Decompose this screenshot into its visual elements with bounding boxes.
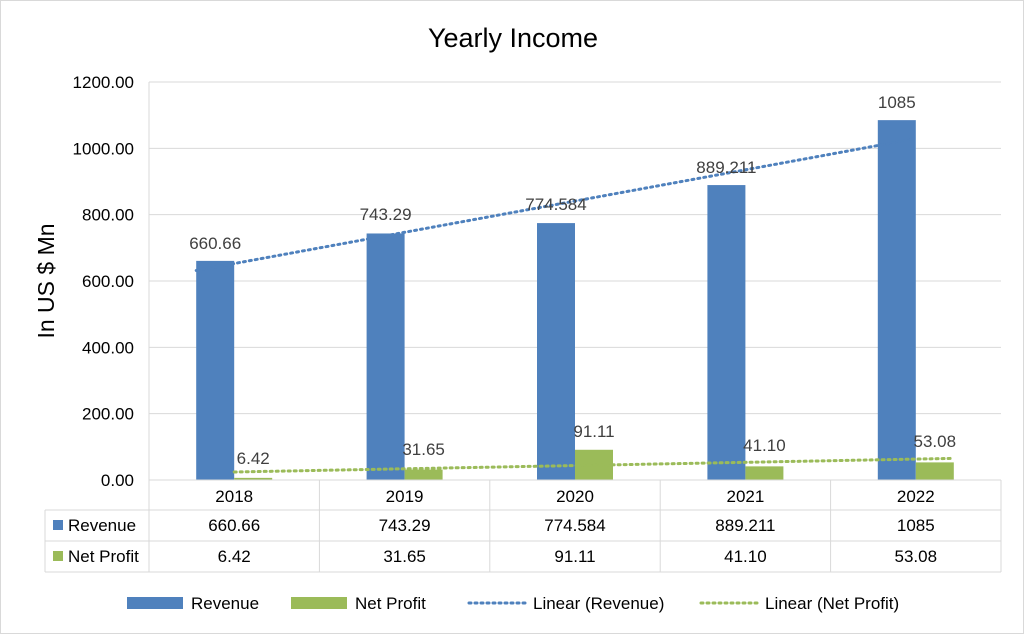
y-tick-label: 400.00 — [82, 338, 134, 357]
table-cell: 774.584 — [544, 516, 605, 535]
revenue-trendline — [194, 137, 918, 273]
table-cell: 1085 — [897, 516, 935, 535]
x-tick-label: 2020 — [556, 487, 594, 506]
revenue-data-label: 660.66 — [189, 234, 241, 253]
legend-net-profit-key — [291, 597, 347, 609]
net-profit-data-label: 31.65 — [402, 440, 445, 459]
legend-revenue-label: Revenue — [191, 594, 259, 613]
x-tick-label: 2018 — [215, 487, 253, 506]
net-profit-data-label: 91.11 — [573, 422, 614, 441]
net-profit-data-label: 41.10 — [743, 436, 786, 455]
revenue-bar — [707, 185, 746, 480]
y-tick-label: 600.00 — [82, 272, 134, 291]
legend: Revenue Net Profit Linear (Revenue) Linear … — [127, 594, 899, 613]
table-cell: 41.10 — [724, 547, 767, 566]
revenue-bar — [196, 260, 235, 480]
revenue-data-label: 889.211 — [696, 158, 756, 177]
table-cell: 53.08 — [895, 547, 938, 566]
net-profit-data-label: 6.42 — [237, 449, 270, 468]
revenue-bar — [537, 223, 575, 480]
revenue-data-label: 774.584 — [525, 195, 586, 214]
bars — [196, 120, 954, 481]
net-profit-data-label: 53.08 — [914, 432, 957, 451]
table-cell: 743.29 — [379, 516, 431, 535]
table-row-header: Net Profit — [68, 547, 139, 566]
legend-net-profit-label: Net Profit — [355, 594, 426, 613]
revenue-legend-key — [53, 520, 63, 530]
table-row-header: Revenue — [68, 516, 136, 535]
legend-linear-net-profit-label: Linear (Net Profit) — [765, 594, 899, 613]
legend-linear-revenue-label: Linear (Revenue) — [533, 594, 664, 613]
y-tick-labels: 0.00 200.00 400.00 600.00 800.00 1000.00 1200.… — [73, 73, 134, 490]
table-cell: 660.66 — [208, 516, 260, 535]
revenue-bar — [366, 233, 405, 480]
net-profit-legend-key — [53, 551, 63, 561]
trendlines — [194, 137, 956, 474]
net-profit-trendline — [232, 456, 956, 474]
y-tick-label: 800.00 — [82, 206, 134, 225]
table-cell: 31.65 — [383, 547, 426, 566]
net-profit-bar — [745, 466, 784, 480]
legend-revenue-key — [127, 597, 183, 609]
y-tick-label: 0.00 — [101, 471, 134, 490]
y-tick-label: 1200.00 — [73, 73, 134, 92]
revenue-bar — [877, 120, 916, 481]
y-axis-title: In US $ Mn — [33, 223, 59, 338]
net-profit-bar — [234, 477, 273, 480]
x-tick-label: 2022 — [897, 487, 935, 506]
table-cell: 91.11 — [554, 547, 595, 566]
chart-title: Yearly Income — [428, 23, 598, 53]
data-table: 2018 2019 2020 2021 2022 Revenue 660.66 743.29 7… — [44, 479, 1002, 573]
revenue-data-label: 743.29 — [360, 205, 412, 224]
x-tick-label: 2021 — [726, 487, 764, 506]
net-profit-bar — [915, 462, 954, 480]
x-tick-label: 2019 — [386, 487, 424, 506]
net-profit-bar — [404, 469, 443, 480]
table-cell: 889.211 — [715, 516, 775, 535]
table-cell: 6.42 — [218, 547, 251, 566]
data-labels: 660.66 743.29 774.584 889.211 1085 6.42 31.65 9… — [189, 93, 956, 468]
y-tick-label: 200.00 — [82, 405, 134, 424]
revenue-data-label: 1085 — [878, 93, 916, 112]
y-tick-label: 1000.00 — [73, 139, 134, 158]
